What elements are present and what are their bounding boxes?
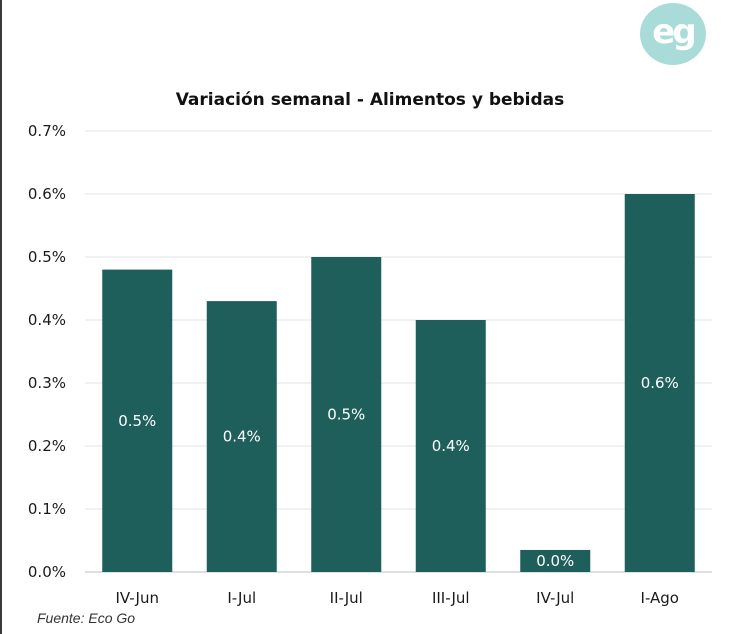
chart-title: Variación semanal - Alimentos y bebidas [175, 90, 565, 110]
x-tick-label: II-Jul [330, 589, 363, 607]
data-label: 0.5% [327, 406, 365, 424]
y-tick-label: 0.0% [28, 563, 66, 581]
data-label: 0.6% [641, 374, 679, 392]
data-label: 0.4% [432, 437, 470, 455]
bar [102, 269, 173, 572]
y-tick-label: 0.6% [28, 185, 66, 203]
bar [206, 301, 277, 572]
y-tick-label: 0.7% [28, 122, 66, 140]
y-tick-label: 0.1% [28, 500, 66, 518]
bar [624, 194, 695, 572]
y-tick-label: 0.2% [28, 437, 66, 455]
bar [415, 320, 486, 572]
data-label: 0.4% [223, 428, 261, 446]
bar [520, 549, 591, 572]
y-tick-label: 0.3% [28, 374, 66, 392]
data-label: 0.5% [118, 412, 156, 430]
data-label: 0.0% [536, 552, 574, 570]
x-tick-label: I-Jul [227, 589, 256, 607]
y-tick-label: 0.5% [28, 248, 66, 266]
bar [311, 257, 382, 572]
logo-text: eg [652, 12, 696, 52]
source-note: Fuente: Eco Go [37, 610, 136, 626]
x-tick-label: I-Ago [641, 589, 679, 607]
y-tick-label: 0.4% [28, 311, 66, 329]
eco-go-logo: eg [640, 3, 706, 65]
x-tick-label: IV-Jun [116, 589, 160, 607]
x-tick-label: IV-Jul [536, 589, 574, 607]
x-tick-label: III-Jul [432, 589, 470, 607]
left-border [0, 0, 2, 634]
